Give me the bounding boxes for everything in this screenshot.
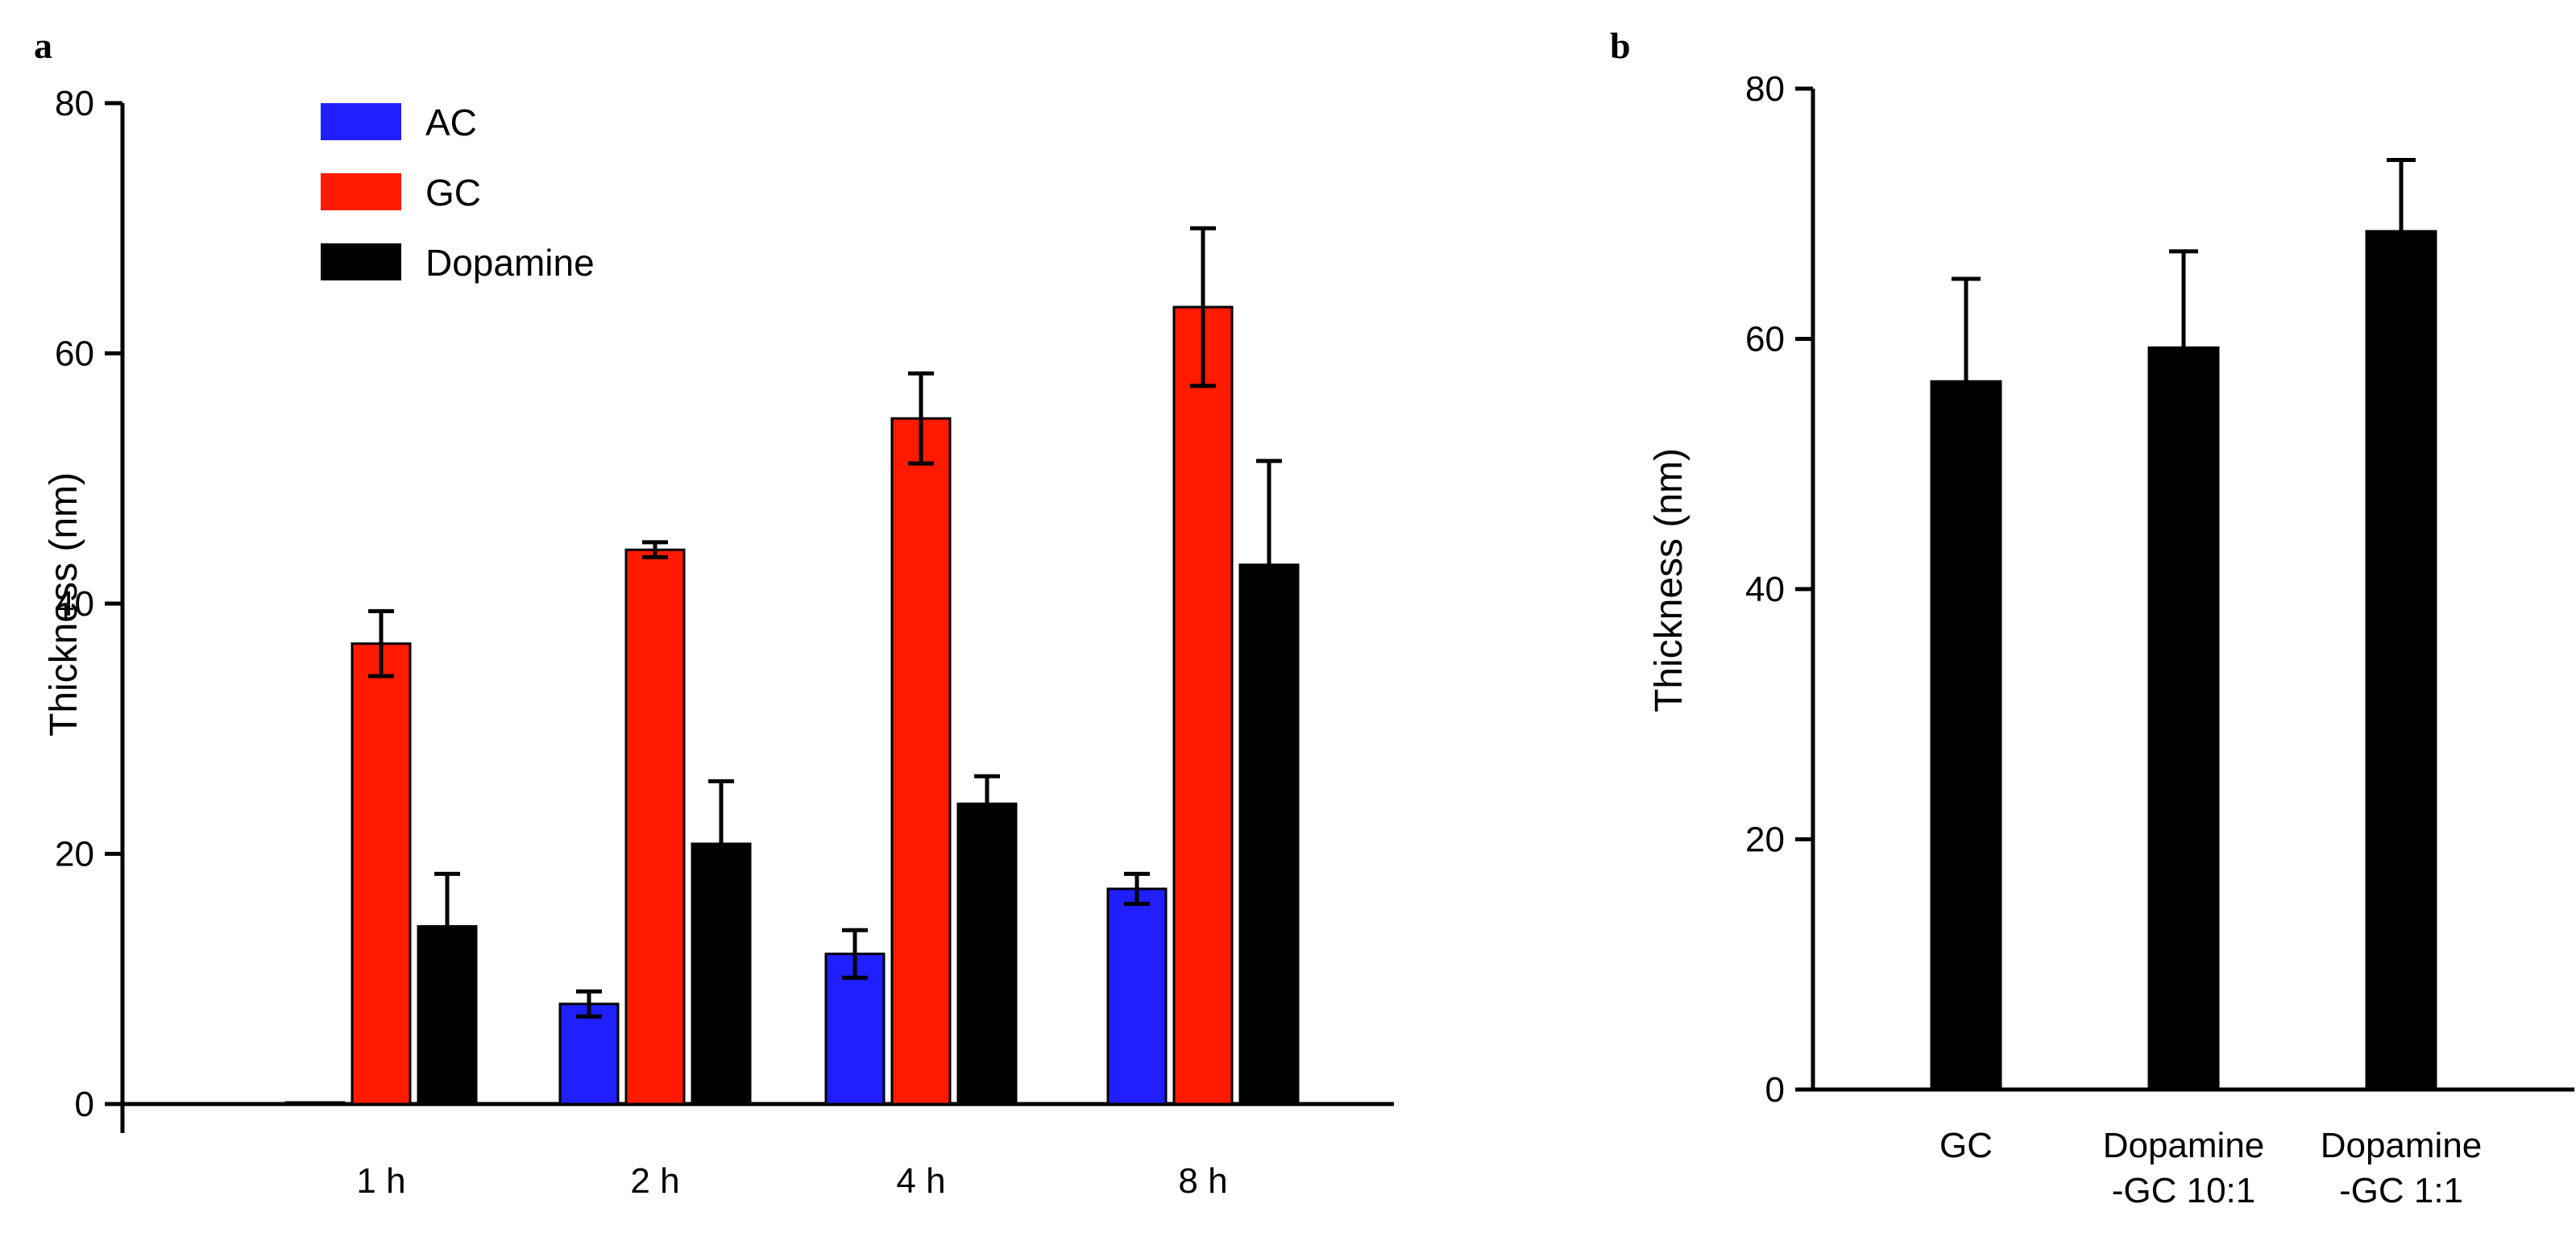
y-tick-label: 0: [75, 1085, 94, 1124]
x-category-label: Dopamine: [2103, 1126, 2265, 1165]
x-category-label: 2 h: [630, 1161, 679, 1201]
x-category-label: 1 h: [356, 1161, 405, 1201]
bar-gc-4h: [890, 417, 952, 1106]
bar-gc-8h: [1172, 305, 1234, 1106]
bar-ac-1h: [284, 1101, 346, 1106]
legend-label-ac: AC: [425, 102, 477, 143]
panel-label-a: a: [34, 25, 52, 66]
bar-dopamine-4h: [956, 802, 1018, 1106]
x-category-label: 8 h: [1178, 1161, 1227, 1201]
bar-3: [2365, 230, 2437, 1091]
y-tick-label: 80: [55, 84, 94, 123]
y-tick-label: 20: [55, 835, 94, 874]
y-tick-label: 20: [1745, 820, 1785, 860]
legend-label-gc: GC: [425, 172, 481, 214]
y-axis-title: Thickness (nm): [43, 472, 85, 737]
y-tick-label: 80: [1745, 69, 1785, 109]
legend-swatch-dopamine: [321, 243, 401, 280]
x-category-label: -GC 10:1: [2112, 1171, 2256, 1210]
y-tick-label: 60: [55, 334, 94, 374]
legend-swatch-gc: [321, 173, 401, 210]
y-axis-title: Thickness (nm): [1648, 448, 1690, 712]
chart-panel-b: b 0 20 40 60 80 Thickness (nm) GC Dopamine -GC 10…: [1610, 25, 2574, 1210]
panel-label-b: b: [1610, 25, 1631, 66]
bar-ac-8h: [1106, 887, 1168, 1106]
x-category-label: -GC 1:1: [2339, 1171, 2463, 1210]
bar-ac-2h: [558, 1002, 620, 1106]
legend-label-dopamine: Dopamine: [425, 242, 595, 284]
bar-gc-2h: [624, 548, 686, 1106]
y-tick-label: 40: [1745, 570, 1785, 609]
bar-dopamine-1h: [417, 925, 478, 1106]
bar-2: [2147, 346, 2220, 1091]
bar-gc-1h: [351, 642, 412, 1106]
bar-1: [1930, 380, 2002, 1091]
y-tick-label: 60: [1745, 320, 1785, 359]
x-category-label: 4 h: [896, 1161, 945, 1201]
y-tick-label: 0: [1765, 1070, 1785, 1110]
y-tick-label: 40: [55, 584, 94, 624]
x-category-label: GC: [1939, 1126, 1993, 1165]
legend-swatch-ac: [321, 103, 401, 140]
x-category-label: Dopamine: [2321, 1126, 2483, 1165]
chart-panel-a: a 0 20 40 60 80 Thickness (nm) 1 h 2 h 4 h 8 h AC GC…: [34, 25, 1394, 1201]
